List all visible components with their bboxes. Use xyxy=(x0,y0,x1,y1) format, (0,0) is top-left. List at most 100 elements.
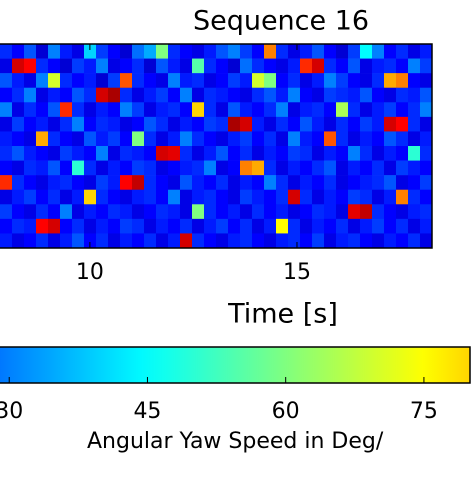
heatmap-cell xyxy=(264,73,277,89)
heatmap-cell xyxy=(180,44,193,59)
heatmap-cell xyxy=(84,189,97,205)
heatmap-cell xyxy=(300,44,313,59)
heatmap-cell xyxy=(192,102,205,118)
heatmap-cell xyxy=(60,87,73,103)
heatmap-cell xyxy=(396,189,409,205)
heatmap-cell xyxy=(12,102,25,118)
heatmap-cell xyxy=(180,160,193,176)
heatmap-cell xyxy=(252,189,265,205)
heatmap-cell xyxy=(168,73,181,89)
heatmap-cell xyxy=(324,44,337,59)
colorbar-tick-label: 60 xyxy=(272,399,300,424)
heatmap-cell xyxy=(252,73,265,89)
heatmap-cell xyxy=(60,189,73,205)
heatmap-cell xyxy=(48,218,61,234)
heatmap-cell xyxy=(228,175,241,191)
heatmap-cell xyxy=(12,204,25,220)
heatmap-cell xyxy=(192,87,205,103)
heatmap-cell xyxy=(24,189,37,205)
heatmap-cell xyxy=(324,131,337,147)
heatmap-cell xyxy=(180,116,193,132)
heatmap-cell xyxy=(24,160,37,176)
heatmap-cell xyxy=(168,160,181,176)
heatmap-cell xyxy=(156,175,169,191)
heatmap-cell xyxy=(276,233,289,249)
heatmap-cell xyxy=(96,146,109,161)
heatmap-cell xyxy=(0,146,13,161)
heatmap-cell xyxy=(396,204,409,220)
heatmap-cell xyxy=(336,87,349,103)
heatmap-cell xyxy=(324,102,337,118)
heatmap-cell xyxy=(0,73,13,89)
heatmap-cell xyxy=(360,102,373,118)
heatmap-cell xyxy=(24,73,37,89)
heatmap-cell xyxy=(348,189,361,205)
heatmap-cell xyxy=(72,233,85,249)
heatmap-cell xyxy=(372,233,385,249)
heatmap-cell xyxy=(324,116,337,132)
heatmap-cell xyxy=(108,44,121,59)
heatmap-cell xyxy=(384,146,397,161)
heatmap-cell xyxy=(240,218,253,234)
heatmap-cell xyxy=(144,160,157,176)
heatmap-cell xyxy=(336,204,349,220)
heatmap-cell xyxy=(168,146,181,161)
heatmap-cell xyxy=(108,160,121,176)
heatmap-cell xyxy=(408,73,421,89)
heatmap-cell xyxy=(72,131,85,147)
heatmap-cell xyxy=(420,44,433,59)
heatmap-cell xyxy=(192,160,205,176)
heatmap-cell xyxy=(36,131,49,147)
heatmap-cell xyxy=(384,218,397,234)
heatmap-cell xyxy=(192,146,205,161)
heatmap-cell xyxy=(216,233,229,249)
heatmap-cell xyxy=(420,87,433,103)
heatmap-cell xyxy=(288,204,301,220)
heatmap-cell xyxy=(336,146,349,161)
heatmap-cell xyxy=(336,58,349,74)
heatmap-cell xyxy=(408,175,421,191)
heatmap-cell xyxy=(348,218,361,234)
heatmap-cell xyxy=(240,189,253,205)
heatmap-cell xyxy=(72,102,85,118)
heatmap-cell xyxy=(60,218,73,234)
heatmap-cell xyxy=(204,102,217,118)
heatmap-cell xyxy=(168,58,181,74)
heatmap-cell xyxy=(396,87,409,103)
heatmap-cell xyxy=(240,102,253,118)
heatmap-cell xyxy=(264,87,277,103)
heatmap-cell xyxy=(408,58,421,74)
heatmap-cell xyxy=(384,233,397,249)
heatmap-cell xyxy=(216,73,229,89)
heatmap-cell xyxy=(228,116,241,132)
heatmap-cell xyxy=(156,146,169,161)
heatmap-cell xyxy=(132,116,145,132)
heatmap-cell xyxy=(204,131,217,147)
heatmap-cell xyxy=(312,218,325,234)
heatmap-cell xyxy=(168,175,181,191)
heatmap-cell xyxy=(288,160,301,176)
heatmap-cell xyxy=(60,116,73,132)
heatmap-cell xyxy=(300,102,313,118)
heatmap-cell xyxy=(312,204,325,220)
heatmap-cell xyxy=(156,44,169,59)
heatmap-cell xyxy=(84,58,97,74)
heatmap-cell xyxy=(144,233,157,249)
chart-title: Sequence 16 xyxy=(193,6,369,37)
heatmap-cell xyxy=(24,146,37,161)
heatmap-cell xyxy=(360,44,373,59)
heatmap-cell xyxy=(348,175,361,191)
heatmap-cell xyxy=(312,73,325,89)
heatmap-cell xyxy=(36,73,49,89)
heatmap-cell xyxy=(180,102,193,118)
heatmap-cell xyxy=(84,87,97,103)
heatmap-cell xyxy=(336,175,349,191)
heatmap-cell xyxy=(84,73,97,89)
heatmap-cell xyxy=(144,73,157,89)
heatmap-cell xyxy=(300,204,313,220)
heatmap-cell xyxy=(24,44,37,59)
heatmap-cell xyxy=(264,131,277,147)
heatmap-cell xyxy=(36,189,49,205)
heatmap-cell xyxy=(108,116,121,132)
heatmap-cell xyxy=(372,131,385,147)
